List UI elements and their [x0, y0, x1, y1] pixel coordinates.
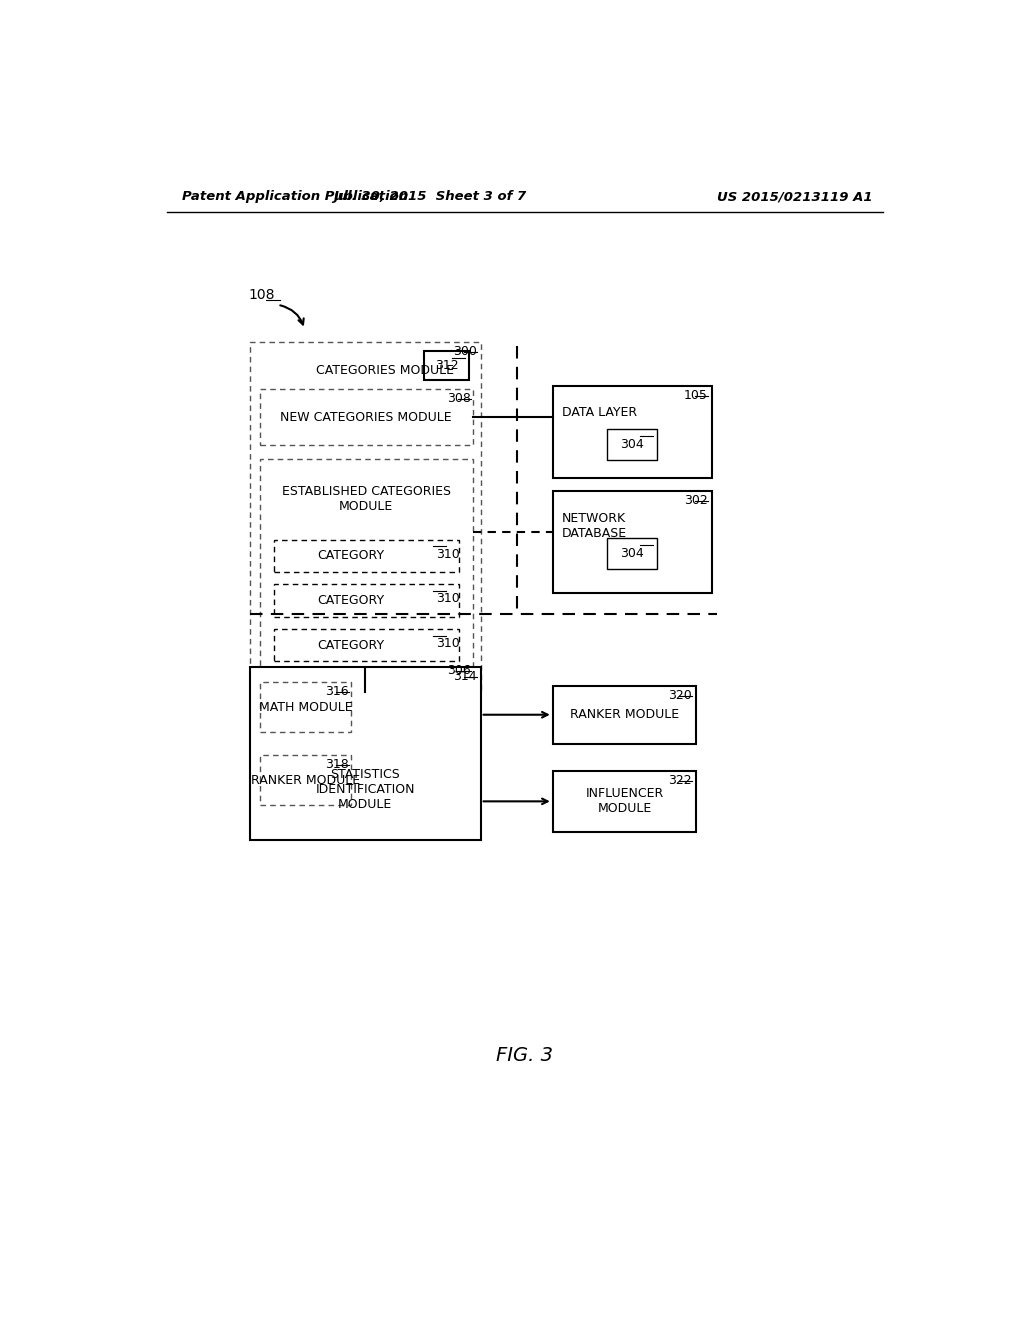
Bar [607, 539, 657, 569]
Text: RANKER MODULE: RANKER MODULE [251, 774, 360, 787]
Bar [250, 667, 480, 840]
Bar [260, 682, 351, 733]
Text: 304: 304 [621, 546, 644, 560]
Text: US 2015/0213119 A1: US 2015/0213119 A1 [717, 190, 872, 203]
Text: Jul. 30, 2015  Sheet 3 of 7: Jul. 30, 2015 Sheet 3 of 7 [334, 190, 527, 203]
Text: 302: 302 [684, 494, 708, 507]
Text: 310: 310 [435, 638, 460, 649]
Bar [553, 771, 696, 832]
Text: STATISTICS
IDENTIFICATION
MODULE: STATISTICS IDENTIFICATION MODULE [315, 768, 415, 812]
Bar [273, 628, 459, 661]
Text: 314: 314 [454, 669, 477, 682]
Text: 300: 300 [453, 345, 477, 358]
Bar [553, 385, 712, 478]
Text: 318: 318 [326, 758, 349, 771]
Bar [260, 459, 473, 678]
Text: 310: 310 [435, 593, 460, 606]
Bar [607, 429, 657, 461]
Text: NEW CATEGORIES MODULE: NEW CATEGORIES MODULE [281, 411, 453, 424]
Text: CATEGORY: CATEGORY [317, 639, 384, 652]
Text: 105: 105 [684, 388, 708, 401]
Bar [273, 585, 459, 616]
Text: FIG. 3: FIG. 3 [497, 1045, 553, 1065]
Text: 308: 308 [446, 392, 471, 405]
Bar [250, 342, 480, 692]
Bar [273, 540, 459, 572]
Bar [260, 755, 351, 805]
Text: 320: 320 [669, 689, 692, 702]
Text: CATEGORY: CATEGORY [317, 549, 384, 562]
Bar [260, 389, 473, 445]
Text: 310: 310 [435, 548, 460, 561]
Bar [553, 686, 696, 743]
Text: 316: 316 [326, 685, 349, 698]
Text: 304: 304 [621, 438, 644, 451]
Text: MATH MODULE: MATH MODULE [259, 701, 352, 714]
Text: RANKER MODULE: RANKER MODULE [569, 709, 679, 721]
Text: 322: 322 [669, 774, 692, 787]
Text: NETWORK
DATABASE: NETWORK DATABASE [562, 512, 627, 540]
Text: 306: 306 [446, 664, 471, 677]
Bar [424, 351, 469, 380]
Text: CATEGORIES MODULE: CATEGORIES MODULE [315, 364, 454, 378]
Text: INFLUENCER
MODULE: INFLUENCER MODULE [586, 787, 664, 816]
Bar [553, 491, 712, 593]
Text: 108: 108 [248, 289, 274, 302]
Text: ESTABLISHED CATEGORIES
MODULE: ESTABLISHED CATEGORIES MODULE [282, 484, 451, 512]
Text: Patent Application Publication: Patent Application Publication [182, 190, 409, 203]
Text: DATA LAYER: DATA LAYER [562, 407, 637, 418]
Text: CATEGORY: CATEGORY [317, 594, 384, 607]
Text: 312: 312 [435, 359, 459, 372]
